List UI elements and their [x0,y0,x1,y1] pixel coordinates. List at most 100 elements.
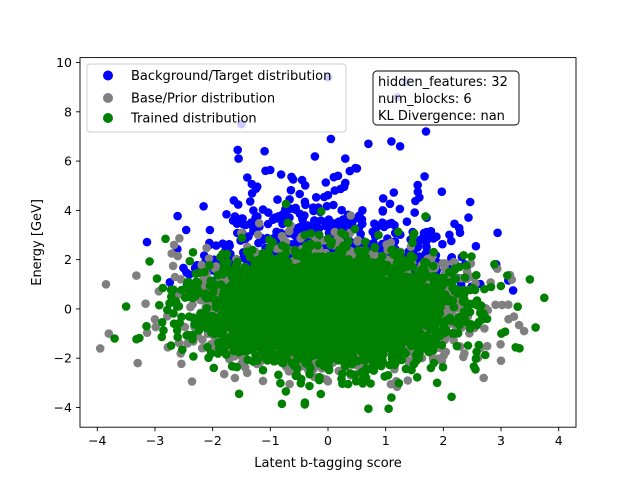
data-point [415,193,424,202]
data-point [199,202,208,211]
data-point [249,206,258,215]
data-point [429,234,438,243]
data-point [449,257,459,267]
data-point [322,201,332,211]
data-point [197,260,206,270]
data-point [205,225,215,235]
data-point [309,206,318,216]
data-point [471,241,481,251]
data-point [175,234,184,243]
data-point [385,199,395,209]
data-point [285,379,294,389]
data-point [508,286,518,295]
data-point [445,230,454,240]
data-point [254,218,264,228]
data-point [188,300,197,309]
data-point [243,173,252,182]
data-point [419,228,429,238]
data-point [251,184,261,193]
data-point [331,219,340,228]
data-point [364,139,373,149]
data-point [230,212,240,221]
data-point [258,376,268,386]
data-point [420,172,429,181]
data-point [300,197,310,207]
data-point [329,200,338,210]
data-point [465,197,475,207]
data-point [241,220,250,230]
data-point [346,211,356,220]
data-point [258,205,268,214]
data-point [288,175,298,184]
data-point [211,262,221,271]
data-point [330,227,340,237]
data-point [300,181,310,190]
data-point [310,152,320,161]
data-point [202,243,211,253]
data-point [222,210,231,219]
data-point [295,189,305,199]
data-point [437,187,447,196]
data-point [260,146,269,156]
data-point [509,312,519,321]
data-point [410,208,420,217]
data-point [176,275,186,284]
data-point [323,377,333,386]
data-point [311,193,321,202]
data-point [182,268,191,277]
data-point [141,299,150,309]
data-point [340,217,349,226]
data-point [187,377,197,386]
data-point [323,190,333,200]
data-point [254,238,264,248]
data-point [395,204,405,214]
data-point [353,237,362,246]
data-point [441,259,450,268]
data-point [263,219,273,229]
data-point [218,239,227,248]
data-point [421,237,431,246]
data-point [242,368,252,378]
data-point [326,134,336,144]
data-point [336,184,345,194]
data-point [266,165,275,175]
data-point [165,278,175,287]
data-point [273,195,282,204]
data-point [252,212,262,221]
data-point [150,315,160,324]
data-point [421,127,431,136]
data-point [230,373,240,383]
data-point [379,222,389,232]
data-point [497,300,507,310]
data-point [169,240,179,250]
data-point [151,322,160,332]
data-point [358,206,367,215]
data-point [297,213,307,223]
data-point [233,200,243,209]
data-point [341,178,350,188]
data-point [168,261,178,271]
data-point [337,205,347,215]
data-point [234,154,243,163]
data-point [173,211,182,221]
data-point [493,228,502,238]
data-point [142,237,152,247]
data-point [245,197,255,206]
data-point [142,328,152,338]
scatter-points [95,73,549,414]
data-point [276,170,286,179]
data-point [480,324,489,333]
data-point [329,172,339,182]
data-point [211,241,221,250]
data-point [454,223,464,233]
data-point [387,137,396,146]
data-point [389,188,399,197]
data-point [378,207,388,216]
data-point [482,341,492,351]
data-point [181,225,191,235]
data-point [324,215,334,224]
data-point [504,300,513,310]
data-point [370,219,379,228]
data-point [438,239,447,249]
